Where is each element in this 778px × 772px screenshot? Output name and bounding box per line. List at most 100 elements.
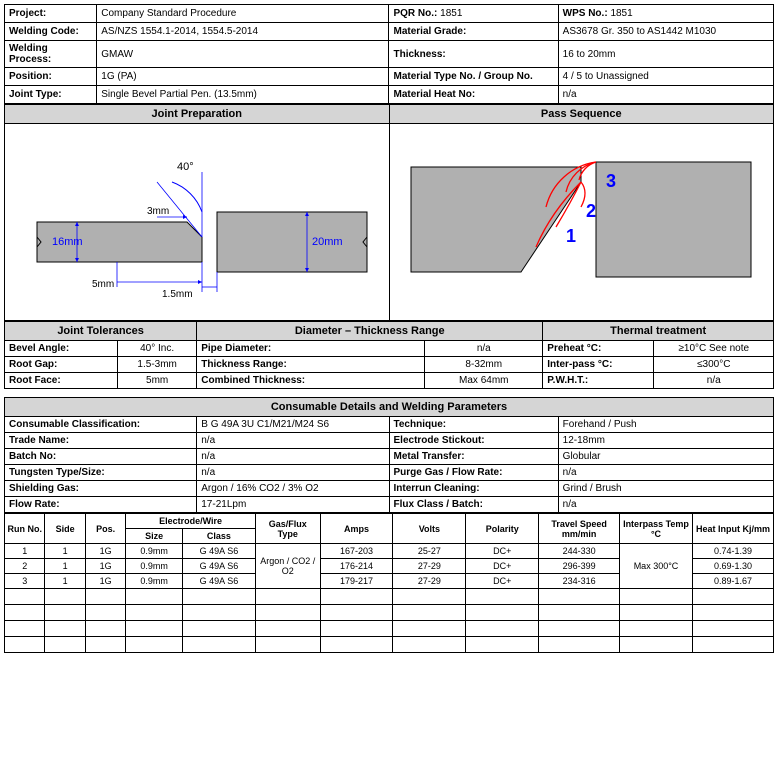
table-row	[5, 637, 774, 653]
welding-code-label: Welding Code:	[5, 23, 97, 41]
thickness-value: 16 to 20mm	[558, 41, 773, 68]
diagram-table: Joint Preparation Pass Sequence 40° 3mm …	[4, 104, 774, 321]
root-face-label: Root Face:	[5, 373, 118, 389]
pass-1: 1	[566, 226, 576, 246]
class-header: Class	[183, 529, 256, 544]
stickout-label: Electrode Stickout:	[389, 433, 558, 449]
header-table: Project: Company Standard Procedure PQR …	[4, 4, 774, 104]
root-gap-value: 1.5-3mm	[118, 357, 197, 373]
root-gap-label: Root Gap:	[5, 357, 118, 373]
pqr-label: PQR No.: 1851	[389, 5, 558, 23]
class-label: Consumable Classification:	[5, 417, 197, 433]
technique-label: Technique:	[389, 417, 558, 433]
bottom-gap-text: 5mm	[92, 279, 114, 290]
batch-value: n/a	[197, 449, 389, 465]
project-label: Project:	[5, 5, 97, 23]
thickness-range-label: Thickness Range:	[197, 357, 425, 373]
material-heat-label: Material Heat No:	[389, 86, 558, 104]
face-text: 1.5mm	[162, 289, 193, 300]
tungsten-label: Tungsten Type/Size:	[5, 465, 197, 481]
gap-text: 3mm	[147, 206, 169, 217]
table-row	[5, 605, 774, 621]
combined-value: Max 64mm	[425, 373, 543, 389]
tungsten-value: n/a	[197, 465, 389, 481]
temp-header: Interpass Temp °C	[620, 514, 693, 544]
preheat-value: ≥10°C See note	[654, 341, 774, 357]
interrun-label: Interrun Cleaning:	[389, 481, 558, 497]
joint-type-label: Joint Type:	[5, 86, 97, 104]
table-row	[5, 589, 774, 605]
welding-code-value: AS/NZS 1554.1-2014, 1554.5-2014	[97, 23, 389, 41]
gas-header: Gas/Flux Type	[255, 514, 320, 544]
left-height-text: 16mm	[52, 236, 83, 248]
trade-value: n/a	[197, 433, 389, 449]
purge-value: n/a	[558, 465, 773, 481]
welding-process-value: GMAW	[97, 41, 389, 68]
amps-header: Amps	[320, 514, 393, 544]
volts-header: Volts	[393, 514, 466, 544]
technique-value: Forehand / Push	[558, 417, 773, 433]
table-row: 111G0.9mmG 49A S6Argon / CO2 / O2167-203…	[5, 544, 774, 559]
transfer-label: Metal Transfer:	[389, 449, 558, 465]
consumable-header: Consumable Details and Welding Parameter…	[5, 398, 774, 417]
bevel-label: Bevel Angle:	[5, 341, 118, 357]
interrun-value: Grind / Brush	[558, 481, 773, 497]
pass-3: 3	[606, 171, 616, 191]
shielding-label: Shielding Gas:	[5, 481, 197, 497]
bevel-value: 40° Inc.	[118, 341, 197, 357]
pass-seq-header: Pass Sequence	[389, 105, 774, 124]
heat-header: Heat Input Kj/mm	[692, 514, 773, 544]
pass-seq-diagram: 1 2 3	[389, 124, 774, 321]
polarity-header: Polarity	[466, 514, 539, 544]
thickness-range-value: 8-32mm	[425, 357, 543, 373]
pos-header: Pos.	[85, 514, 125, 544]
tolerances-table: Joint Tolerances Diameter – Thickness Ra…	[4, 321, 774, 389]
transfer-value: Globular	[558, 449, 773, 465]
thermal-header: Thermal treatment	[543, 322, 774, 341]
pwht-label: P.W.H.T.:	[543, 373, 654, 389]
purge-label: Purge Gas / Flow Rate:	[389, 465, 558, 481]
welding-process-label: Welding Process:	[5, 41, 97, 68]
consumable-table: Consumable Details and Welding Parameter…	[4, 397, 774, 513]
interpass-value: ≤300°C	[654, 357, 774, 373]
pass-2: 2	[586, 201, 596, 221]
trade-label: Trade Name:	[5, 433, 197, 449]
pipe-value: n/a	[425, 341, 543, 357]
flux-value: n/a	[558, 497, 773, 513]
shielding-value: Argon / 16% CO2 / 3% O2	[197, 481, 389, 497]
position-value: 1G (PA)	[97, 68, 389, 86]
flux-label: Flux Class / Batch:	[389, 497, 558, 513]
right-height-text: 20mm	[312, 236, 343, 248]
material-heat-value: n/a	[558, 86, 773, 104]
batch-label: Batch No:	[5, 449, 197, 465]
material-type-label: Material Type No. / Group No.	[389, 68, 558, 86]
material-grade-value: AS3678 Gr. 350 to AS1442 M1030	[558, 23, 773, 41]
wps-label: WPS No.: 1851	[558, 5, 773, 23]
material-grade-label: Material Grade:	[389, 23, 558, 41]
flow-label: Flow Rate:	[5, 497, 197, 513]
position-label: Position:	[5, 68, 97, 86]
root-face-value: 5mm	[118, 373, 197, 389]
project-value: Company Standard Procedure	[97, 5, 389, 23]
interpass-label: Inter-pass °C:	[543, 357, 654, 373]
run-header: Run No.	[5, 514, 45, 544]
stickout-value: 12-18mm	[558, 433, 773, 449]
preheat-label: Preheat °C:	[543, 341, 654, 357]
speed-header: Travel Speed mm/min	[539, 514, 620, 544]
electrode-header: Electrode/Wire	[126, 514, 256, 529]
thickness-label: Thickness:	[389, 41, 558, 68]
size-header: Size	[126, 529, 183, 544]
pwht-value: n/a	[654, 373, 774, 389]
angle-text: 40°	[177, 161, 194, 173]
combined-label: Combined Thickness:	[197, 373, 425, 389]
diameter-header: Diameter – Thickness Range	[197, 322, 543, 341]
side-header: Side	[45, 514, 85, 544]
material-type-value: 4 / 5 to Unassigned	[558, 68, 773, 86]
params-table: Run No. Side Pos. Electrode/Wire Gas/Flu…	[4, 513, 774, 653]
joint-type-value: Single Bevel Partial Pen. (13.5mm)	[97, 86, 389, 104]
joint-tol-header: Joint Tolerances	[5, 322, 197, 341]
pipe-label: Pipe Diameter:	[197, 341, 425, 357]
class-value: B G 49A 3U C1/M21/M24 S6	[197, 417, 389, 433]
joint-prep-diagram: 40° 3mm 16mm 20mm 5mm 1.5mm	[5, 124, 390, 321]
joint-prep-header: Joint Preparation	[5, 105, 390, 124]
